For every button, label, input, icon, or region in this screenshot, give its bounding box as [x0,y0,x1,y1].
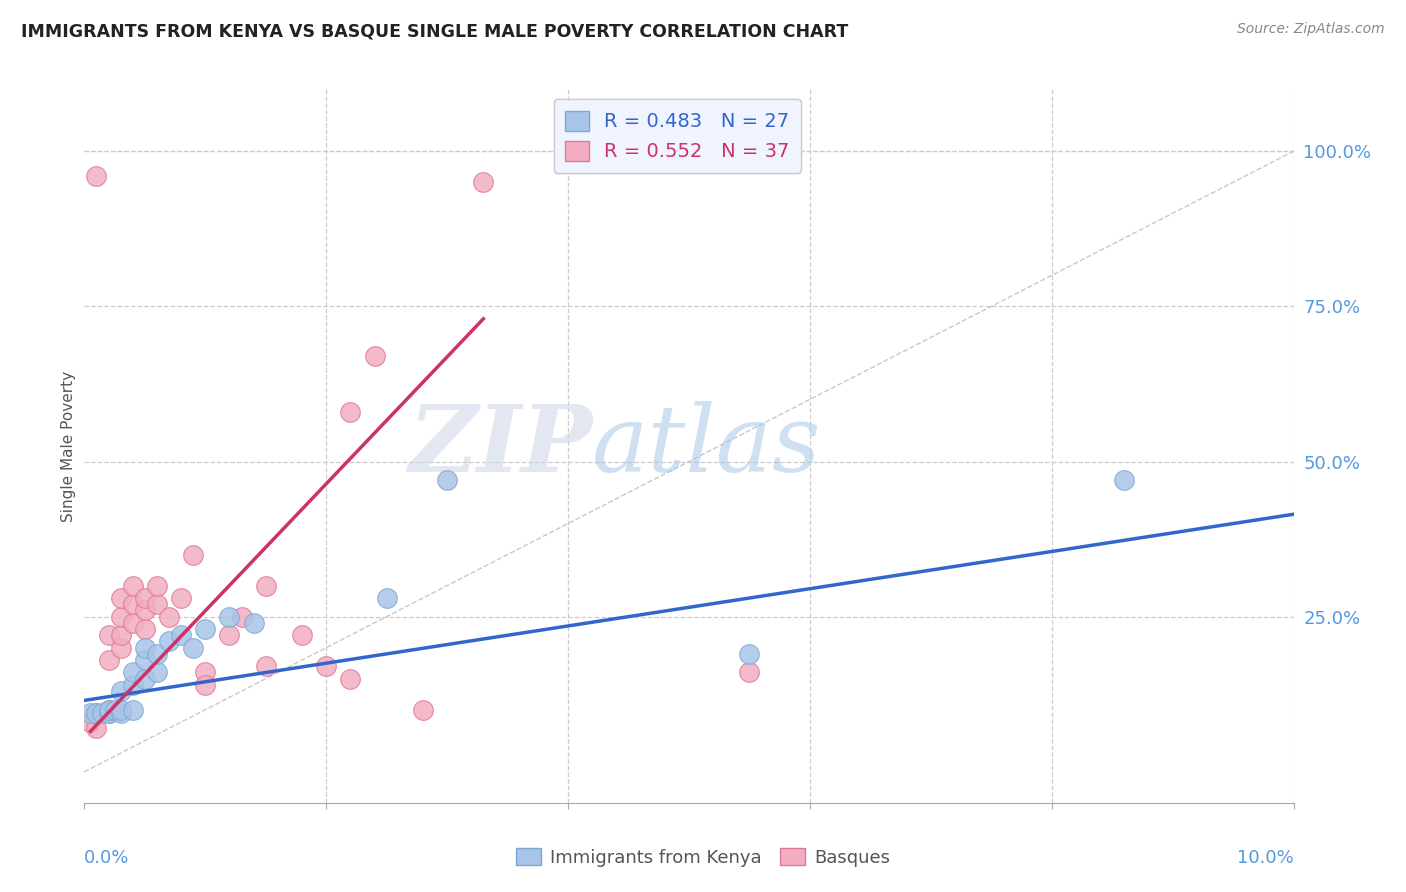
Point [97,703,120,717]
Point [472,175,495,189]
Point [134,653,156,667]
Point [134,591,156,605]
Text: ZIP: ZIP [408,401,592,491]
Point [91,706,114,720]
Legend: Immigrants from Kenya, Basques: Immigrants from Kenya, Basques [509,841,897,874]
Point [375,591,398,605]
Point [97,628,120,642]
Point [110,706,132,720]
Point [134,672,156,686]
Point [436,473,458,487]
Point [86,706,108,720]
Point [738,647,761,661]
Point [157,634,180,648]
Point [254,579,277,593]
Text: 0.0%: 0.0% [84,849,129,867]
Point [110,640,132,655]
Point [110,628,132,642]
Point [170,591,193,605]
Point [97,653,120,667]
Point [134,640,156,655]
Point [146,579,169,593]
Point [134,622,156,636]
Point [110,703,132,717]
Point [86,706,108,720]
Point [242,615,264,630]
Point [194,665,217,680]
Point [254,659,277,673]
Point [121,579,143,593]
Point [104,703,127,717]
Point [363,349,385,363]
Point [170,628,193,642]
Point [134,603,156,617]
Point [157,609,180,624]
Point [121,597,143,611]
Point [291,628,314,642]
Point [121,678,143,692]
Point [97,703,120,717]
Point [110,591,132,605]
Legend: R = 0.483   N = 27, R = 0.552   N = 37: R = 0.483 N = 27, R = 0.552 N = 37 [554,99,801,173]
Text: 10.0%: 10.0% [1237,849,1294,867]
Point [110,609,132,624]
Point [146,647,169,661]
Point [339,405,361,419]
Y-axis label: Single Male Poverty: Single Male Poverty [60,370,76,522]
Point [121,665,143,680]
Point [1114,473,1136,487]
Point [86,722,108,736]
Point [146,597,169,611]
Point [194,622,217,636]
Point [121,615,143,630]
Point [412,703,434,717]
Text: Source: ZipAtlas.com: Source: ZipAtlas.com [1237,22,1385,37]
Point [231,609,253,624]
Point [218,609,240,624]
Point [79,706,101,720]
Point [218,628,240,642]
Point [97,706,120,720]
Point [110,684,132,698]
Point [194,678,217,692]
Point [79,715,101,730]
Point [738,665,761,680]
Text: atlas: atlas [592,401,821,491]
Point [97,706,120,720]
Point [181,548,204,562]
Point [121,703,143,717]
Point [339,672,361,686]
Point [315,659,337,673]
Point [86,169,108,183]
Point [181,640,204,655]
Point [146,665,169,680]
Text: IMMIGRANTS FROM KENYA VS BASQUE SINGLE MALE POVERTY CORRELATION CHART: IMMIGRANTS FROM KENYA VS BASQUE SINGLE M… [21,22,848,40]
